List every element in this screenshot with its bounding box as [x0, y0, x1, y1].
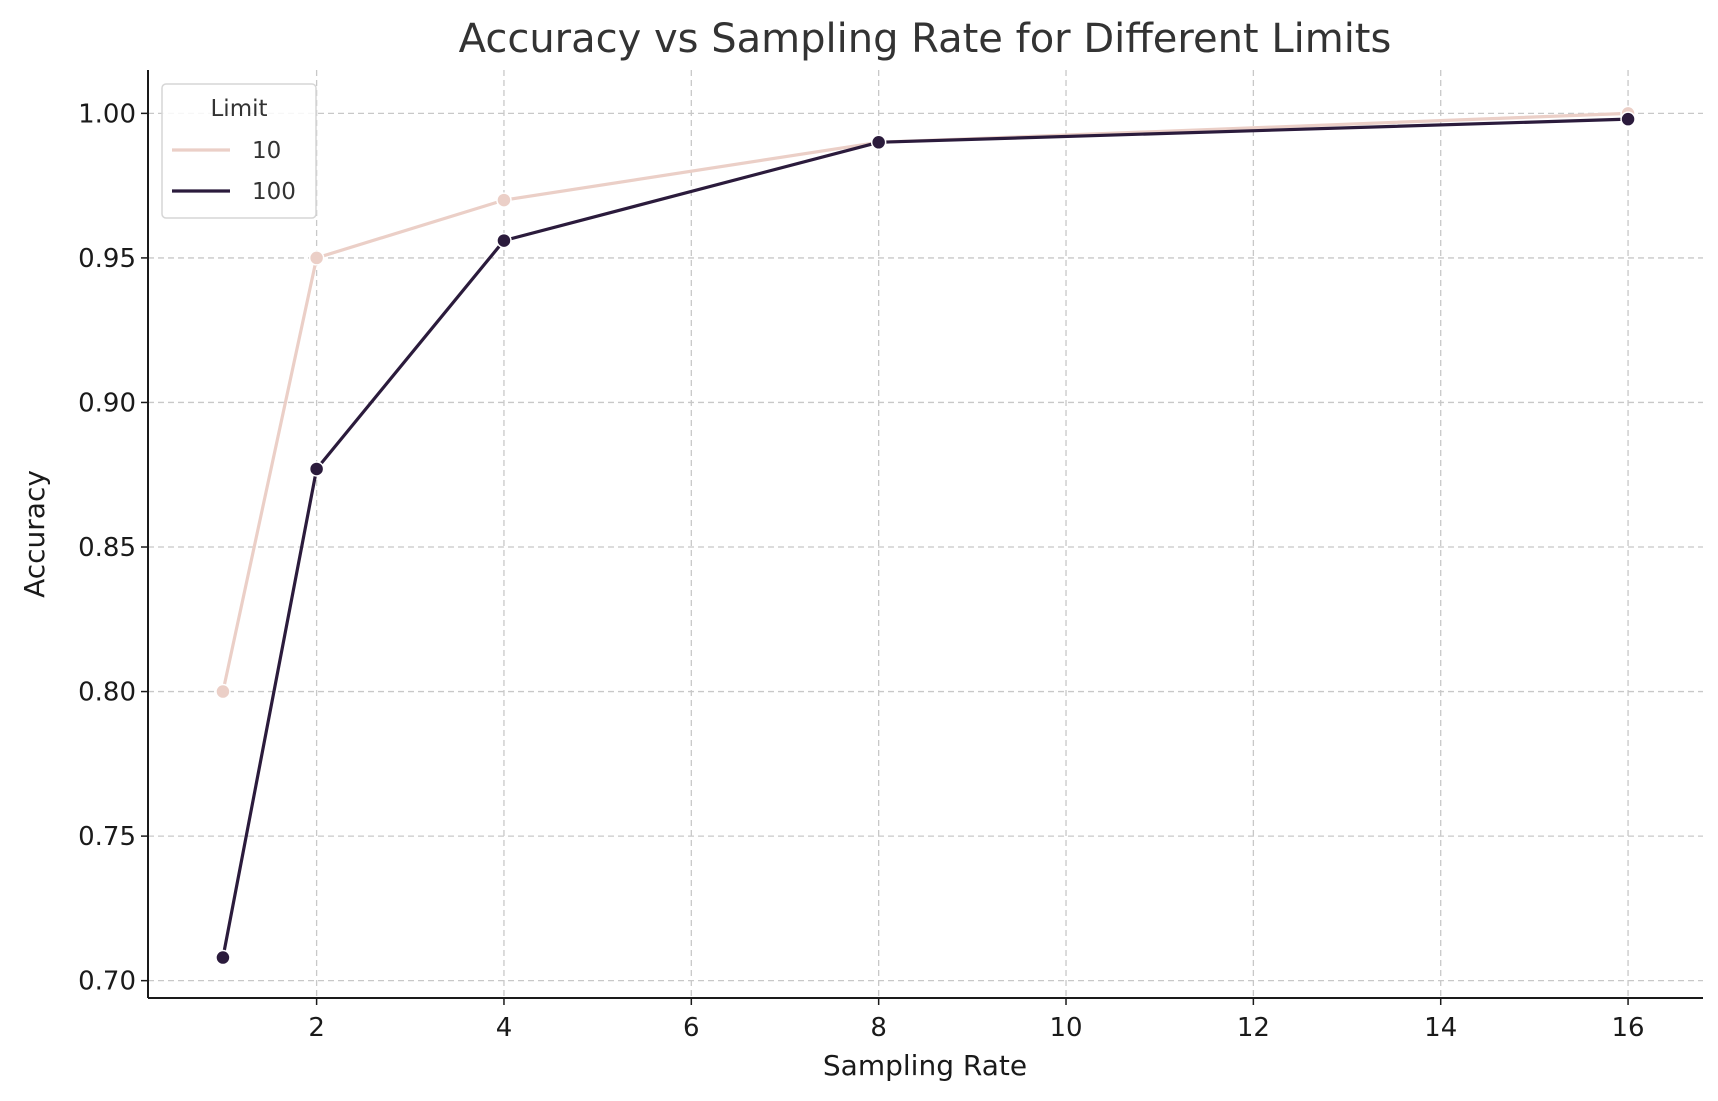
data-point — [1620, 111, 1636, 127]
data-point — [870, 134, 887, 151]
data-point — [308, 461, 325, 477]
x-tick-label: 2 — [308, 1013, 325, 1043]
grid — [148, 70, 1703, 998]
y-tick-label: 0.95 — [78, 244, 136, 274]
legend-label: 10 — [252, 138, 281, 164]
y-tick-label: 0.90 — [78, 388, 136, 418]
legend-title: Limit — [210, 96, 267, 122]
data-point — [215, 949, 231, 966]
data-point — [308, 250, 325, 266]
axes — [147, 70, 1703, 999]
y-axis-label: Accuracy — [18, 470, 51, 598]
data-point — [496, 232, 512, 249]
x-tick-label: 12 — [1237, 1013, 1270, 1043]
y-tick-label: 1.00 — [78, 99, 136, 129]
legend-label: 100 — [252, 179, 296, 205]
y-tick-label: 0.85 — [78, 533, 136, 563]
x-tick-label: 10 — [1049, 1013, 1082, 1043]
x-axis-label: Sampling Rate — [823, 1049, 1027, 1082]
series — [215, 105, 1636, 966]
y-tick-label: 0.80 — [78, 678, 136, 708]
x-tick-label: 16 — [1612, 1013, 1645, 1043]
data-point — [215, 683, 231, 700]
series-line — [221, 117, 1629, 958]
y-tick-label: 0.70 — [78, 967, 136, 997]
data-point — [496, 192, 512, 208]
chart-title: Accuracy vs Sampling Rate for Different … — [459, 16, 1392, 62]
legend-box — [161, 83, 317, 219]
x-tick-label: 4 — [496, 1013, 513, 1043]
y-ticks: 0.70 0.75 0.80 0.85 0.90 0.95 1.00 — [78, 99, 148, 997]
legend: Limit 10 100 — [161, 83, 317, 219]
x-tick-label: 14 — [1424, 1013, 1457, 1043]
x-tick-label: 6 — [683, 1013, 700, 1043]
x-ticks: 2 4 6 8 10 12 14 16 — [308, 998, 1645, 1043]
y-tick-label: 0.75 — [78, 822, 136, 852]
series-100 — [215, 111, 1636, 966]
x-tick-label: 8 — [870, 1013, 887, 1043]
